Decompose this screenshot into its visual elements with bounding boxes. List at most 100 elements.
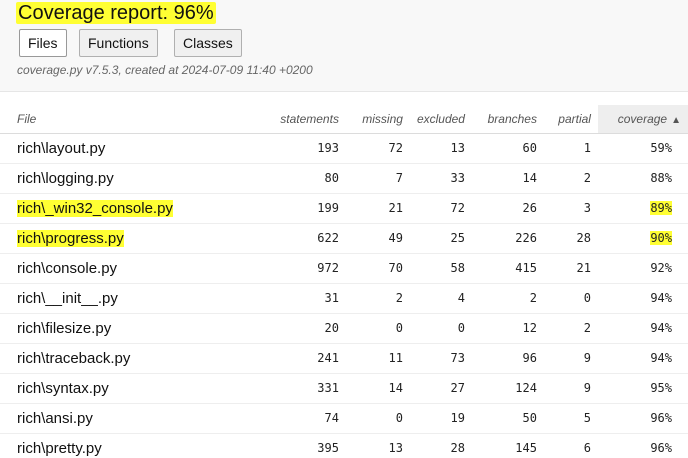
file-link-text: rich\__init__.py (17, 289, 118, 307)
file-link[interactable]: rich\progress.py (0, 223, 262, 254)
missing-cell-text: 2 (395, 291, 403, 305)
coverage-cell: 92% (597, 253, 688, 284)
branches-cell-text: 14 (522, 171, 537, 185)
excluded-cell-text: 19 (450, 411, 465, 425)
file-link[interactable]: rich\pretty.py (0, 433, 262, 458)
statements-cell-text: 395 (317, 441, 339, 455)
table-row: rich\_win32_console.py 199 21 72 26 3 89% (0, 193, 688, 224)
coverage-cell-text: 94% (650, 321, 672, 335)
column-header-coverage[interactable]: coverage ▲ (597, 105, 688, 134)
branches-cell-text: 60 (522, 141, 537, 155)
statements-cell-text: 80 (324, 171, 339, 185)
file-link[interactable]: rich\traceback.py (0, 343, 262, 374)
excluded-cell: 0 (409, 313, 472, 344)
file-link[interactable]: rich\ansi.py (0, 403, 262, 434)
partial-cell: 2 (543, 313, 598, 344)
file-link[interactable]: rich\console.py (0, 253, 262, 284)
branches-cell: 26 (471, 193, 544, 224)
missing-cell-text: 49 (388, 231, 403, 245)
statements-cell: 193 (261, 133, 346, 164)
partial-cell-text: 3 (583, 201, 591, 215)
missing-cell: 21 (345, 193, 410, 224)
missing-cell: 11 (345, 343, 410, 374)
coverage-cell-text: 94% (650, 351, 672, 365)
statements-cell: 199 (261, 193, 346, 224)
table-row: rich\pretty.py 395 13 28 145 6 96% (0, 433, 688, 458)
excluded-cell: 4 (409, 283, 472, 314)
branches-cell-text: 12 (522, 321, 537, 335)
files-button[interactable]: Files (19, 29, 67, 57)
file-link-text: rich\ansi.py (17, 409, 93, 427)
excluded-cell: 13 (409, 133, 472, 164)
coverage-cell: 59% (597, 133, 688, 164)
coverage-cell: 89% (597, 193, 688, 224)
missing-cell-text: 21 (388, 201, 403, 215)
missing-cell-text: 0 (395, 411, 403, 425)
branches-cell-text: 226 (515, 231, 537, 245)
file-link[interactable]: rich\syntax.py (0, 373, 262, 404)
page-title-text: Coverage report: 96% (16, 2, 216, 24)
excluded-cell-text: 13 (450, 141, 465, 155)
coverage-cell-text: 88% (650, 171, 672, 185)
table-row: rich\traceback.py 241 11 73 96 9 94% (0, 343, 688, 374)
partial-cell: 9 (543, 343, 598, 374)
file-link[interactable]: rich\__init__.py (0, 283, 262, 314)
column-header-branches[interactable]: branches (471, 105, 544, 134)
missing-cell: 72 (345, 133, 410, 164)
coverage-cell-text: 96% (650, 411, 672, 425)
file-link-text: rich\layout.py (17, 139, 106, 157)
file-link[interactable]: rich\_win32_console.py (0, 193, 262, 224)
column-header-statements[interactable]: statements (261, 105, 346, 134)
functions-button[interactable]: Functions (79, 29, 158, 57)
branches-cell: 14 (471, 163, 544, 194)
coverage-cell: 96% (597, 433, 688, 458)
file-link-text: rich\console.py (17, 259, 118, 277)
coverage-cell-text: 95% (650, 381, 672, 395)
file-link[interactable]: rich\layout.py (0, 133, 262, 164)
partial-cell: 3 (543, 193, 598, 224)
column-header-file[interactable]: File (0, 105, 262, 134)
partial-cell: 21 (543, 253, 598, 284)
excluded-cell-text: 58 (450, 261, 465, 275)
file-link-text: rich\syntax.py (17, 379, 109, 397)
excluded-cell-text: 4 (457, 291, 465, 305)
statements-cell: 331 (261, 373, 346, 404)
file-link-text: rich\logging.py (17, 169, 114, 187)
missing-cell-text: 7 (395, 171, 403, 185)
column-header-partial[interactable]: partial (543, 105, 598, 134)
partial-cell-text: 28 (576, 231, 591, 245)
statements-cell-text: 972 (317, 261, 339, 275)
missing-cell: 70 (345, 253, 410, 284)
excluded-cell: 19 (409, 403, 472, 434)
table-row: rich\syntax.py 331 14 27 124 9 95% (0, 373, 688, 404)
statements-cell: 74 (261, 403, 346, 434)
missing-cell: 49 (345, 223, 410, 254)
file-link[interactable]: rich\filesize.py (0, 313, 262, 344)
coverage-cell-text: 92% (650, 261, 672, 275)
branches-cell-text: 145 (515, 441, 537, 455)
column-header-missing[interactable]: missing (345, 105, 410, 134)
coverage-cell-text: 89% (650, 201, 672, 215)
statements-cell-text: 199 (317, 201, 339, 215)
branches-cell-text: 96 (522, 351, 537, 365)
column-header-excluded[interactable]: excluded (409, 105, 472, 134)
branches-cell-text: 26 (522, 201, 537, 215)
statements-cell: 622 (261, 223, 346, 254)
partial-cell-text: 9 (583, 351, 591, 365)
missing-cell: 2 (345, 283, 410, 314)
coverage-table: File statements missing excluded branche… (0, 105, 688, 458)
branches-cell-text: 415 (515, 261, 537, 275)
partial-cell: 0 (543, 283, 598, 314)
statements-cell-text: 31 (324, 291, 339, 305)
excluded-cell: 58 (409, 253, 472, 284)
file-link[interactable]: rich\logging.py (0, 163, 262, 194)
classes-button[interactable]: Classes (174, 29, 242, 57)
missing-cell: 0 (345, 403, 410, 434)
branches-cell-text: 124 (515, 381, 537, 395)
partial-cell-text: 21 (576, 261, 591, 275)
partial-cell-text: 2 (583, 321, 591, 335)
coverage-cell: 88% (597, 163, 688, 194)
file-link-text: rich\filesize.py (17, 319, 112, 337)
coverage-cell-text: 90% (650, 231, 672, 245)
branches-cell: 12 (471, 313, 544, 344)
